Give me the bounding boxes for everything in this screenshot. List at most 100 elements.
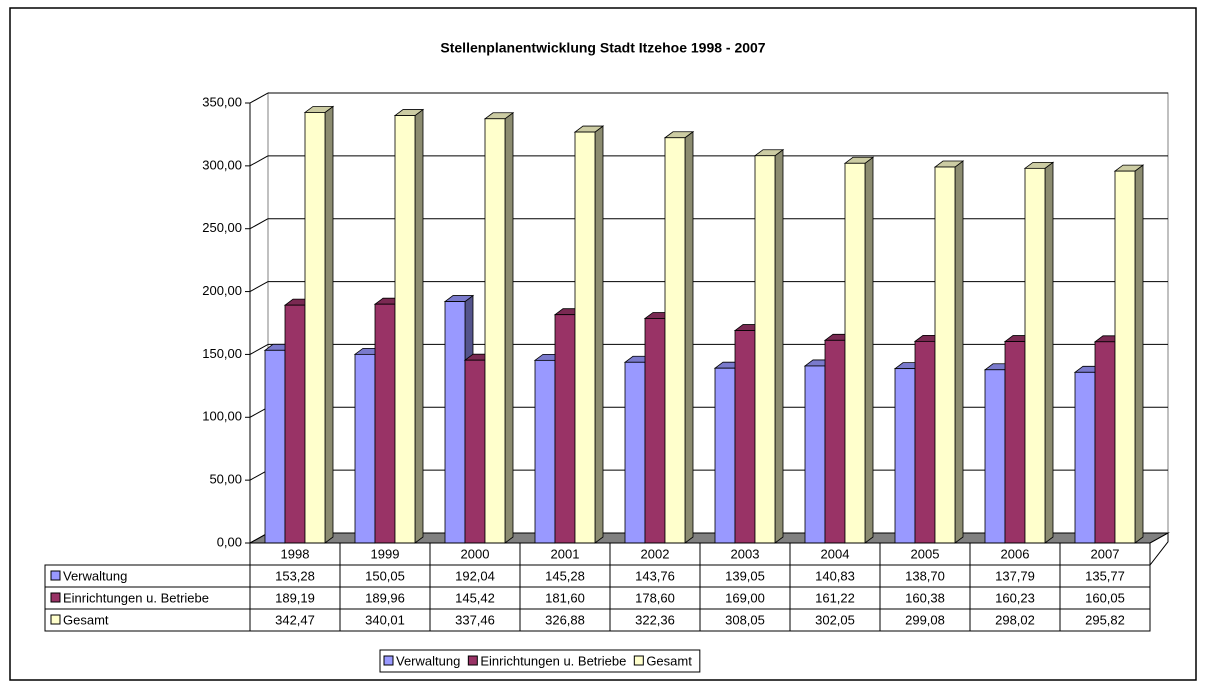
- legend-key: [467, 655, 478, 666]
- chart-title: Stellenplanentwicklung Stadt Itzehoe 199…: [440, 40, 765, 56]
- table-cell: 160,05: [1085, 590, 1125, 605]
- table-header-edge: [1149, 532, 1169, 567]
- bar-group: [933, 160, 965, 544]
- bar: [284, 304, 306, 544]
- x-tick-label: 2001: [551, 546, 580, 561]
- table-cell: 139,05: [725, 568, 765, 583]
- table-row-label: Gesamt: [63, 612, 109, 627]
- bar: [914, 340, 936, 544]
- table-cell: 192,04: [455, 568, 495, 583]
- bar: [394, 115, 416, 544]
- x-tick-label: 2003: [731, 546, 760, 561]
- y-tick-label: 300,00: [202, 157, 242, 172]
- bar: [844, 162, 866, 544]
- bar-side: [414, 108, 424, 544]
- bar-side: [504, 111, 514, 544]
- table-cell: 295,82: [1085, 612, 1125, 627]
- bar: [354, 353, 376, 544]
- bar-side: [864, 156, 874, 544]
- table-row-label: Einrichtungen u. Betriebe: [63, 590, 209, 605]
- table-cell: 340,01: [365, 612, 405, 627]
- grid-line: [249, 218, 269, 230]
- bar: [984, 369, 1006, 544]
- bar-side: [1134, 164, 1144, 544]
- bar: [1114, 170, 1136, 544]
- table-cell: 299,08: [905, 612, 945, 627]
- bar-group: [483, 111, 515, 544]
- bar: [934, 166, 956, 544]
- y-tick-label: 350,00: [202, 94, 242, 109]
- legend-box: [379, 649, 701, 673]
- table-cell: 135,77: [1085, 568, 1125, 583]
- bar: [804, 365, 826, 544]
- bar-group: [843, 156, 875, 544]
- table-cell: 302,05: [815, 612, 855, 627]
- table-cell: 140,83: [815, 568, 855, 583]
- bar: [1074, 371, 1096, 544]
- y-tick-label: 100,00: [202, 409, 242, 424]
- bar: [1004, 341, 1026, 544]
- bar: [624, 361, 646, 544]
- table-cell: 181,60: [545, 590, 585, 605]
- bar-side: [324, 105, 334, 544]
- table-cell: 160,38: [905, 590, 945, 605]
- legend-label: Einrichtungen u. Betriebe: [480, 653, 626, 668]
- x-tick-label: 1999: [371, 546, 400, 561]
- legend-label: Gesamt: [646, 653, 692, 668]
- table-cell: 308,05: [725, 612, 765, 627]
- y-tick-label: 50,00: [209, 472, 242, 487]
- bar: [374, 303, 396, 544]
- bar: [554, 314, 576, 544]
- bar-group: [393, 108, 425, 544]
- legend: Verwaltung Einrichtungen u. Betriebe Gesam…: [379, 649, 701, 673]
- bar: [484, 118, 506, 544]
- bar-group: [573, 125, 605, 544]
- x-tick-label: 2005: [911, 546, 940, 561]
- legend-label: Verwaltung: [396, 653, 460, 668]
- table-cell: 145,42: [455, 590, 495, 605]
- table-cell: 153,28: [275, 568, 315, 583]
- bar: [664, 137, 686, 544]
- y-tick-label: 0,00: [217, 534, 242, 549]
- table-cell: 178,60: [635, 590, 675, 605]
- bar-group: [303, 105, 335, 544]
- legend-key: [50, 614, 61, 625]
- bar: [824, 339, 846, 544]
- table-cell: 169,00: [725, 590, 765, 605]
- grid-line: [249, 343, 269, 355]
- grid-line: [249, 92, 269, 104]
- x-tick-label: 2004: [821, 546, 850, 561]
- legend-key: [50, 592, 61, 603]
- bar: [464, 359, 486, 544]
- bar: [644, 318, 666, 544]
- x-tick-label: 2007: [1091, 546, 1120, 561]
- bar-side: [1044, 161, 1054, 544]
- table-row-label: Verwaltung: [63, 568, 127, 583]
- legend-key: [50, 570, 61, 581]
- bar-side: [684, 130, 694, 544]
- table-cell: 160,23: [995, 590, 1035, 605]
- bar: [1094, 341, 1116, 544]
- bar-group: [1023, 161, 1055, 544]
- bar: [534, 359, 556, 544]
- x-tick-label: 2006: [1001, 546, 1030, 561]
- table-cell: 337,46: [455, 612, 495, 627]
- table-cell: 326,88: [545, 612, 585, 627]
- table-cell: 298,02: [995, 612, 1035, 627]
- table-cell: 150,05: [365, 568, 405, 583]
- bar-side: [594, 125, 604, 544]
- bar-group: [1113, 164, 1145, 544]
- table-cell: 138,70: [905, 568, 945, 583]
- grid-line: [249, 155, 269, 167]
- table-cell: 145,28: [545, 568, 585, 583]
- table-cell: 322,36: [635, 612, 675, 627]
- bar: [894, 368, 916, 544]
- bar: [1024, 167, 1046, 544]
- table-row: [44, 608, 1151, 632]
- table-cell: 189,19: [275, 590, 315, 605]
- bar-group: [753, 148, 785, 544]
- bar: [734, 330, 756, 544]
- bar: [304, 112, 326, 544]
- legend-key: [383, 655, 394, 666]
